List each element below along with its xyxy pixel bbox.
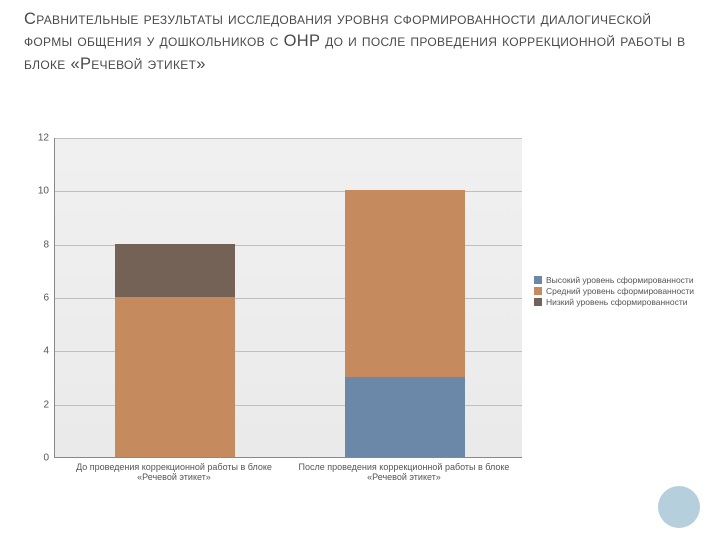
page-title: Сравнительные результаты исследования ур… bbox=[0, 0, 720, 81]
legend-item: Высокий уровень сформированности bbox=[534, 275, 694, 285]
legend-label: Низкий уровень сформированности bbox=[546, 297, 688, 307]
gridline bbox=[55, 138, 522, 139]
y-tick-label: 8 bbox=[24, 239, 49, 250]
corner-decoration bbox=[658, 486, 700, 528]
x-axis-label: После проведения коррекционной работы в … bbox=[294, 462, 514, 483]
legend-item: Средний уровень сформированности bbox=[534, 286, 694, 296]
chart-container: 0 2 4 6 8 10 12 До проведения коррекционной ра… bbox=[24, 130, 704, 510]
y-tick-label: 4 bbox=[24, 346, 49, 357]
y-tick-label: 6 bbox=[24, 293, 49, 304]
x-axis-label: До проведения коррекционной работы в бло… bbox=[64, 462, 284, 483]
bar-segment-high bbox=[345, 377, 465, 457]
legend: Высокий уровень сформированностиСредний … bbox=[534, 275, 694, 308]
legend-swatch bbox=[534, 298, 542, 306]
plot-area bbox=[54, 138, 522, 458]
legend-item: Низкий уровень сформированности bbox=[534, 297, 694, 307]
bar-segment-mid bbox=[345, 190, 465, 377]
y-tick-label: 0 bbox=[24, 453, 49, 464]
bar-segment-low bbox=[115, 244, 235, 297]
y-tick-label: 12 bbox=[24, 133, 49, 144]
bar-segment-mid bbox=[115, 297, 235, 457]
legend-swatch bbox=[534, 276, 542, 284]
y-tick-label: 10 bbox=[24, 186, 49, 197]
legend-label: Средний уровень сформированности bbox=[546, 286, 694, 296]
legend-swatch bbox=[534, 287, 542, 295]
legend-label: Высокий уровень сформированности bbox=[546, 275, 694, 285]
y-tick-label: 2 bbox=[24, 399, 49, 410]
